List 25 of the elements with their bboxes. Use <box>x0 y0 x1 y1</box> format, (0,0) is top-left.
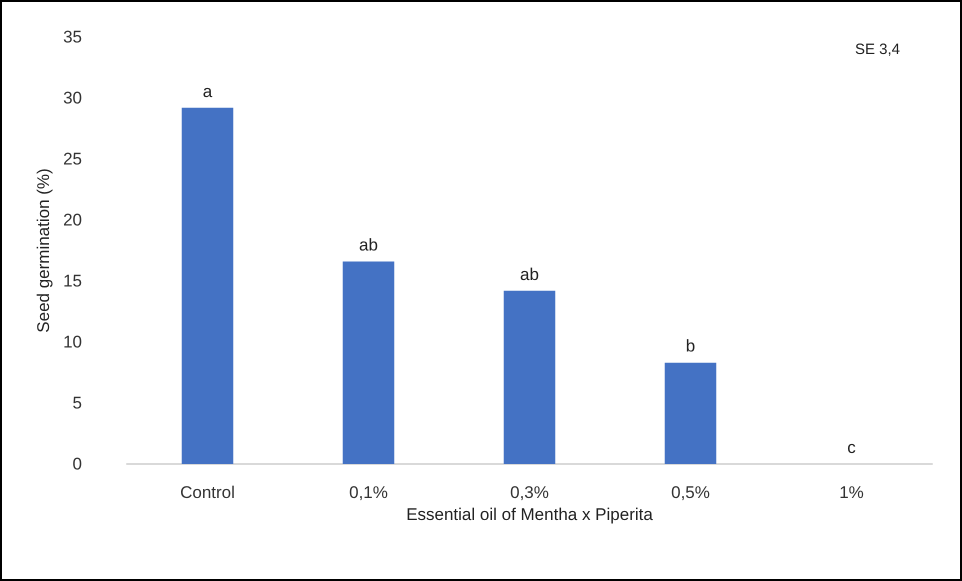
annotation: a <box>202 82 213 101</box>
annotation: b <box>686 336 696 356</box>
y-tick-label: 35 <box>63 28 82 46</box>
y-tick-label: 0 <box>72 454 82 474</box>
y-tick-label: 15 <box>63 272 82 290</box>
x-tick-label: 0,5% <box>671 483 710 502</box>
annotation: ab <box>520 264 539 284</box>
annotation: ab <box>359 235 378 254</box>
bar <box>342 261 394 464</box>
y-axis-title: Seed germination (%) <box>34 168 54 333</box>
annotation: SE 3,4 <box>854 41 900 58</box>
x-tick-label: 0,3% <box>510 483 549 502</box>
x-axis-title: Essential oil of Mentha x Piperita <box>406 504 654 524</box>
bar <box>504 290 556 464</box>
y-tick-label: 20 <box>63 210 82 230</box>
y-tick-label: 10 <box>63 332 82 352</box>
y-tick-label: 25 <box>63 150 82 168</box>
x-tick-label: 0,1% <box>349 483 388 502</box>
bar <box>182 108 234 464</box>
x-tick-label: Control <box>180 483 235 502</box>
y-tick-label: 30 <box>63 88 82 108</box>
y-tick-label: 5 <box>72 394 82 412</box>
x-tick-label: 1% <box>839 483 864 502</box>
annotation: c <box>847 438 856 457</box>
bar <box>664 362 716 464</box>
